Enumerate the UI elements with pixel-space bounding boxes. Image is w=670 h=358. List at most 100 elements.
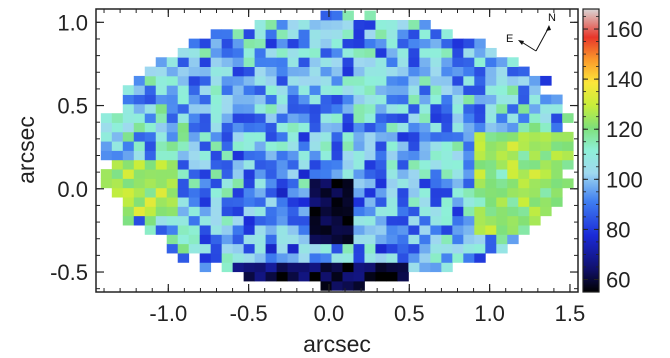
map-pixel bbox=[244, 272, 255, 282]
map-pixel bbox=[386, 169, 397, 179]
map-pixel bbox=[189, 85, 200, 95]
map-pixel bbox=[496, 104, 507, 114]
map-pixel bbox=[299, 253, 310, 263]
map-pixel bbox=[145, 123, 156, 133]
map-pixel bbox=[233, 178, 244, 188]
map-pixel bbox=[288, 206, 299, 216]
map-pixel bbox=[518, 225, 529, 235]
map-pixel bbox=[299, 85, 310, 95]
map-pixel bbox=[112, 113, 123, 123]
map-pixel bbox=[342, 123, 353, 133]
map-pixel bbox=[441, 95, 452, 105]
map-pixel bbox=[485, 197, 496, 207]
map-pixel bbox=[408, 20, 419, 30]
map-pixel bbox=[244, 206, 255, 216]
map-pixel bbox=[430, 123, 441, 133]
map-pixel bbox=[430, 113, 441, 123]
map-pixel bbox=[156, 151, 167, 161]
map-pixel bbox=[496, 132, 507, 142]
map-pixel bbox=[200, 39, 211, 49]
map-pixel bbox=[134, 132, 145, 142]
map-pixel bbox=[266, 67, 277, 77]
map-pixel bbox=[134, 76, 145, 86]
map-pixel bbox=[310, 132, 321, 142]
map-pixel bbox=[332, 272, 343, 282]
map-pixel bbox=[485, 95, 496, 105]
map-pixel bbox=[321, 206, 332, 216]
map-pixel bbox=[386, 104, 397, 114]
map-pixel bbox=[562, 151, 573, 161]
map-pixel bbox=[441, 244, 452, 254]
map-pixel bbox=[277, 76, 288, 86]
map-pixel bbox=[408, 216, 419, 226]
map-pixel bbox=[222, 48, 233, 58]
map-pixel bbox=[540, 197, 551, 207]
map-pixel bbox=[156, 141, 167, 151]
map-pixel bbox=[507, 113, 518, 123]
map-pixel bbox=[321, 197, 332, 207]
map-pixel bbox=[375, 253, 386, 263]
map-pixel bbox=[200, 76, 211, 86]
map-pixel bbox=[375, 123, 386, 133]
map-pixel bbox=[277, 141, 288, 151]
x-tick-label: -1.0 bbox=[149, 301, 187, 326]
map-pixel bbox=[123, 206, 134, 216]
map-pixel bbox=[123, 85, 134, 95]
map-pixel bbox=[145, 76, 156, 86]
map-pixel bbox=[551, 132, 562, 142]
map-pixel bbox=[529, 178, 540, 188]
map-pixel bbox=[189, 206, 200, 216]
map-pixel bbox=[419, 123, 430, 133]
map-pixel bbox=[408, 67, 419, 77]
map-pixel bbox=[397, 67, 408, 77]
map-pixel bbox=[255, 48, 266, 58]
map-pixel bbox=[375, 141, 386, 151]
map-pixel bbox=[474, 253, 485, 263]
map-pixel bbox=[299, 262, 310, 272]
map-pixel bbox=[408, 197, 419, 207]
map-pixel bbox=[167, 188, 178, 198]
map-pixel bbox=[178, 178, 189, 188]
map-pixel bbox=[332, 132, 343, 142]
map-pixel bbox=[189, 160, 200, 170]
map-pixel bbox=[178, 123, 189, 133]
map-pixel bbox=[167, 216, 178, 226]
map-pixel bbox=[211, 57, 222, 67]
map-pixel bbox=[310, 48, 321, 58]
map-pixel bbox=[222, 95, 233, 105]
map-pixel bbox=[518, 113, 529, 123]
map-pixel bbox=[474, 67, 485, 77]
map-pixel bbox=[321, 20, 332, 30]
map-pixel bbox=[507, 216, 518, 226]
map-pixel bbox=[463, 160, 474, 170]
map-pixel bbox=[507, 76, 518, 86]
map-pixel bbox=[386, 39, 397, 49]
map-pixel bbox=[178, 225, 189, 235]
map-pixel bbox=[419, 160, 430, 170]
map-pixel bbox=[255, 76, 266, 86]
map-pixel bbox=[496, 141, 507, 151]
map-pixel bbox=[178, 113, 189, 123]
map-pixel bbox=[222, 178, 233, 188]
map-pixel bbox=[178, 67, 189, 77]
map-pixel bbox=[496, 151, 507, 161]
map-pixel bbox=[310, 272, 321, 282]
map-pixel bbox=[244, 29, 255, 39]
map-pixel bbox=[386, 113, 397, 123]
map-pixel bbox=[485, 151, 496, 161]
map-pixel bbox=[167, 123, 178, 133]
map-pixel bbox=[211, 225, 222, 235]
map-pixel bbox=[134, 113, 145, 123]
map-pixel bbox=[485, 178, 496, 188]
map-pixel bbox=[474, 169, 485, 179]
map-pixel bbox=[145, 178, 156, 188]
map-pixel bbox=[178, 76, 189, 86]
map-pixel bbox=[189, 225, 200, 235]
map-pixel bbox=[386, 132, 397, 142]
map-pixel bbox=[332, 76, 343, 86]
map-pixel bbox=[167, 132, 178, 142]
map-pixel bbox=[474, 206, 485, 216]
map-pixel bbox=[233, 95, 244, 105]
map-pixel bbox=[562, 141, 573, 151]
map-pixel bbox=[288, 151, 299, 161]
